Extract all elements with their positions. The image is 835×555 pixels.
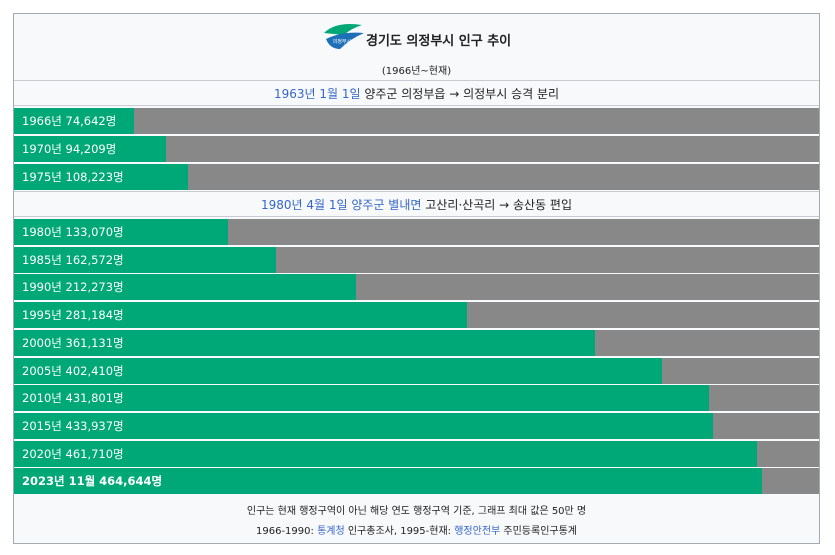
bar-row-12: 2023년 11월 464,644명 (14, 468, 819, 495)
bar-label-3: 1980년 133,070명 (22, 225, 124, 239)
population-chart-box: 의정부시 경기도 의정부시 인구 추이 (1966년~현재) 1963년 1월 … (13, 13, 820, 544)
bar-row-4: 1985년 162,572명 (14, 246, 819, 273)
bar-label-0: 1966년 74,642명 (22, 114, 117, 129)
bar-row-7: 2000년 361,131명 (14, 329, 819, 356)
bar-12 (14, 468, 763, 495)
bar-1 (14, 135, 166, 162)
footer-sources: 1966-1990: 통계청 인구총조사, 1995-현재: 행정안전부 주민등… (14, 522, 819, 542)
bar-7 (14, 329, 596, 356)
bar-9 (14, 385, 710, 412)
bar-row-9: 2010년 431,801명 (14, 385, 819, 412)
bar-label-12: 2023년 11월 464,644명 (22, 474, 163, 489)
section-note-3-link-0[interactable]: 1980년 4월 1일 (260, 197, 348, 212)
bar-row-5: 1990년 212,273명 (14, 274, 819, 301)
bar-row-6: 1995년 281,184명 (14, 302, 819, 329)
bar-label-4: 1985년 162,572명 (22, 252, 124, 267)
section-note-3-text-3: 고산리·산곡리 → 송산동 편입 (421, 197, 573, 212)
bar-row-8: 2005년 402,410명 (14, 357, 819, 384)
footer-source-text-2: 인구총조사, 1995-현재: (344, 526, 455, 537)
section-note-3: 1980년 4월 1일 양주군 별내면 고산리·산곡리 → 송산동 편입 (14, 190, 819, 217)
logo-text: 의정부시 (333, 38, 351, 45)
footer-source-text-0: 1966-1990: (256, 526, 318, 537)
footer-source-link-1[interactable]: 통계청 (317, 526, 345, 537)
bar-2 (14, 163, 189, 190)
bar-10 (14, 412, 713, 439)
bar-label-1: 1970년 94,209명 (22, 141, 117, 156)
bar-row-2: 1975년 108,223명 (14, 163, 819, 190)
section-note-0-text-1: 양주군 의정부읍 → 의정부시 승격 분리 (360, 87, 560, 101)
bar-8 (14, 357, 662, 384)
section-note-3-link-2[interactable]: 양주군 별내면 (351, 197, 422, 212)
bar-6 (14, 302, 467, 329)
bar-label-6: 1995년 281,184명 (22, 308, 124, 323)
bar-label-8: 2005년 402,410명 (22, 363, 124, 378)
chart-title: 경기도 의정부시 인구 추이 (366, 34, 512, 49)
bar-4 (14, 246, 276, 273)
bar-5 (14, 274, 356, 301)
chart-header: 의정부시 경기도 의정부시 인구 추이 (1966년~현재) (14, 14, 819, 78)
bar-row-3: 1980년 133,070명 (14, 219, 819, 245)
section-note-0: 1963년 1월 1일 양주군 의정부읍 → 의정부시 승격 분리 (14, 80, 819, 106)
section-note-0-link-0[interactable]: 1963년 1월 1일 (273, 87, 361, 101)
footer-source-text-4: 주민등록인구통계 (500, 526, 577, 537)
bar-label-2: 1975년 108,223명 (22, 169, 124, 184)
bar-0 (14, 108, 135, 135)
bar-label-11: 2020년 461,710명 (22, 446, 124, 461)
chart-subtitle: (1966년~현재) (381, 66, 452, 77)
bar-11 (14, 440, 758, 467)
bar-row-1: 1970년 94,209명 (14, 135, 819, 162)
bar-row-10: 2015년 433,937명 (14, 412, 819, 439)
bar-label-10: 2015년 433,937명 (22, 418, 124, 433)
footer-note: 인구는 현재 행정구역이 아닌 해당 연도 행정구역 기준, 그래프 최대 값은… (246, 506, 587, 517)
bar-row-0: 1966년 74,642명 (14, 108, 819, 135)
bar-label-9: 2010년 431,801명 (22, 391, 124, 406)
chart-footer: 인구는 현재 행정구역이 아닌 해당 연도 행정구역 기준, 그래프 최대 값은… (14, 502, 819, 542)
bar-label-7: 2000년 361,131명 (22, 335, 124, 350)
bar-label-5: 1990년 212,273명 (22, 280, 124, 295)
footer-source-link-3[interactable]: 행정안전부 (454, 526, 501, 537)
bar-3 (14, 219, 229, 245)
uijeongbu-logo: 의정부시 (324, 24, 364, 49)
bar-row-11: 2020년 461,710명 (14, 440, 819, 467)
